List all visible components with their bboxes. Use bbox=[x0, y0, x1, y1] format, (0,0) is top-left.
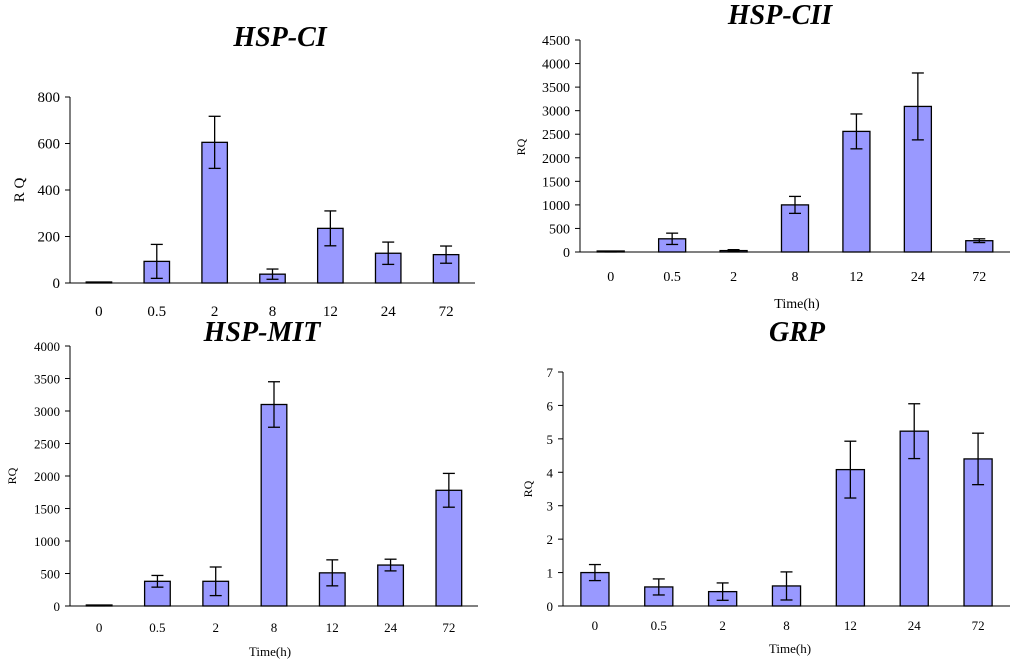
y-tick-label: 1500 bbox=[34, 502, 60, 517]
chart-title: HSP-CI bbox=[232, 22, 327, 53]
y-tick-label: 3000 bbox=[34, 404, 60, 419]
y-tick-label: 0 bbox=[547, 599, 554, 614]
plot-area: 0 200 400 600 800 0 0.5 2 8 12 24 72 bbox=[38, 90, 475, 320]
x-tick-label: 2 bbox=[730, 270, 737, 285]
y-tick-label: 0 bbox=[563, 246, 570, 261]
x-tick-label: 12 bbox=[844, 618, 857, 633]
plot-area: 0 500 1000 1500 2000 2500 3000 3500 4000 0 0.5 2 8 12… bbox=[34, 339, 478, 635]
y-tick-label: 2500 bbox=[542, 128, 570, 143]
y-tick-label: 4500 bbox=[542, 34, 570, 49]
x-tick-label: 12 bbox=[326, 620, 339, 635]
chart-title: GRP bbox=[769, 317, 826, 348]
y-tick-label: 4 bbox=[547, 465, 554, 480]
y-tick-label: 200 bbox=[38, 230, 61, 246]
y-tick-label: 1000 bbox=[542, 199, 570, 214]
x-tick-label: 8 bbox=[269, 304, 277, 320]
y-tick-label: 1500 bbox=[542, 175, 570, 190]
y-tick-label: 2 bbox=[547, 532, 554, 547]
x-tick-label: 0 bbox=[607, 270, 614, 285]
x-tick-label: 0 bbox=[96, 620, 103, 635]
panel-hsp-ci: HSP-CI R Q 0 200 400 600 800 0 0.5 2 8 12 24 72 bbox=[12, 22, 475, 320]
x-axis-label: Time(h) bbox=[249, 644, 291, 659]
y-axis-label: RQ bbox=[514, 138, 528, 155]
x-tick-label: 8 bbox=[271, 620, 278, 635]
y-tick-label: 400 bbox=[38, 183, 61, 199]
y-tick-label: 3 bbox=[547, 499, 554, 514]
x-tick-label: 2 bbox=[212, 620, 219, 635]
x-tick-label: 12 bbox=[323, 304, 338, 320]
y-axis-label: RQ bbox=[521, 480, 535, 497]
y-tick-label: 3500 bbox=[34, 372, 60, 387]
y-tick-label: 600 bbox=[38, 137, 61, 153]
bar bbox=[260, 403, 288, 607]
bar bbox=[842, 130, 871, 253]
x-tick-label: 2 bbox=[211, 304, 219, 320]
x-axis-label: Time(h) bbox=[774, 297, 820, 312]
x-tick-label: 8 bbox=[792, 270, 799, 285]
x-tick-label: 72 bbox=[972, 618, 985, 633]
x-tick-label: 0 bbox=[95, 304, 103, 320]
x-tick-label: 12 bbox=[849, 270, 863, 285]
x-tick-label: 0.5 bbox=[651, 618, 667, 633]
x-tick-label: 0.5 bbox=[663, 270, 681, 285]
x-tick-label: 72 bbox=[972, 270, 986, 285]
y-tick-label: 3500 bbox=[542, 81, 570, 96]
x-tick-label: 2 bbox=[719, 618, 726, 633]
x-tick-label: 72 bbox=[442, 620, 455, 635]
y-axis-label: RQ bbox=[5, 467, 19, 484]
y-tick-label: 2000 bbox=[542, 152, 570, 167]
bar bbox=[899, 430, 929, 607]
y-tick-label: 4000 bbox=[542, 58, 570, 73]
y-tick-label: 2500 bbox=[34, 437, 60, 452]
x-tick-label: 24 bbox=[381, 304, 397, 320]
x-tick-label: 24 bbox=[908, 618, 922, 633]
bar bbox=[377, 564, 405, 607]
x-tick-label: 24 bbox=[384, 620, 398, 635]
x-tick-label: 72 bbox=[439, 304, 454, 320]
y-tick-label: 5 bbox=[547, 432, 554, 447]
y-tick-label: 0 bbox=[53, 276, 61, 292]
y-tick-label: 800 bbox=[38, 90, 61, 106]
x-tick-label: 0.5 bbox=[149, 620, 165, 635]
bar bbox=[435, 489, 463, 607]
x-axis-label: Time(h) bbox=[769, 641, 811, 656]
x-tick-label: 0.5 bbox=[147, 304, 166, 320]
panel-hsp-cii: HSP-CII RQ Time(h) 0 500 1000 1500 2000 2500 3… bbox=[514, 0, 1010, 312]
x-tick-label: 24 bbox=[911, 270, 925, 285]
plot-area: 0 500 1000 1500 2000 2500 3000 3500 4000 4500 0 0.5… bbox=[542, 34, 1010, 285]
y-tick-label: 0 bbox=[54, 599, 61, 614]
chart-title: HSP-CII bbox=[727, 0, 833, 31]
x-tick-label: 0 bbox=[592, 618, 599, 633]
y-axis-label: R Q bbox=[12, 178, 28, 203]
y-tick-label: 1 bbox=[547, 566, 554, 581]
y-tick-label: 2000 bbox=[34, 469, 60, 484]
y-tick-label: 500 bbox=[41, 567, 61, 582]
y-tick-label: 1000 bbox=[34, 534, 60, 549]
x-tick-label: 8 bbox=[783, 618, 790, 633]
y-tick-label: 7 bbox=[547, 365, 554, 380]
y-tick-label: 6 bbox=[547, 398, 554, 413]
y-tick-label: 500 bbox=[549, 222, 570, 237]
chart-title: HSP-MIT bbox=[203, 317, 323, 348]
panel-hsp-mit: HSP-MIT RQ Time(h) 0 500 1000 1500 2000 2500 3… bbox=[5, 317, 478, 659]
y-tick-label: 4000 bbox=[34, 339, 60, 354]
y-tick-label: 3000 bbox=[542, 105, 570, 120]
